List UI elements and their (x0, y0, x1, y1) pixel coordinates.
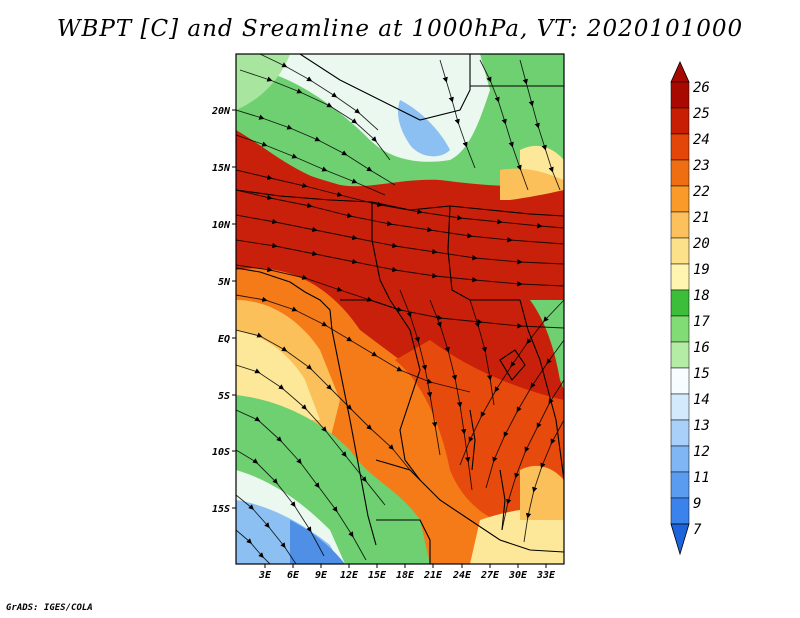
colorbar-label-12: 12 (693, 444, 710, 460)
streamline (519, 59, 561, 191)
colorbar-segment (670, 341, 690, 369)
colorbar-label-22: 22 (693, 184, 710, 200)
lon-label-27e: 27E (480, 570, 500, 581)
lat-label-10n: 10N (212, 220, 231, 231)
lon-label-30e: 30E (508, 570, 528, 581)
lat-label-5n: 5N (218, 277, 231, 288)
colorbar-label-25: 25 (693, 106, 710, 122)
country-borders (236, 54, 564, 564)
lake-victoria (499, 349, 526, 381)
streamline (236, 529, 271, 564)
grads-credit: GrADS: IGES/COLA (6, 603, 93, 613)
lat-label-5s: 5S (218, 391, 230, 402)
colorbar-segment (670, 393, 690, 421)
lon-label-3e: 3E (258, 570, 272, 581)
field-cream-southeast (470, 508, 564, 564)
colorbar-label-13: 13 (693, 418, 710, 434)
lon-label-12e: 12E (340, 570, 359, 581)
lat-label-15n: 15N (212, 163, 231, 174)
colorbar-label-23: 23 (693, 158, 710, 174)
border-central-1 (389, 299, 564, 553)
border-central-3 (371, 202, 391, 301)
lake-tanganyika (469, 409, 476, 471)
colorbar-label-21: 21 (693, 210, 710, 226)
colorbar-segment (670, 289, 690, 317)
colorbar-label-19: 19 (693, 262, 710, 278)
colorbar-bottom-triangle (670, 523, 690, 556)
lon-label-6e: 6E (287, 570, 300, 581)
field-tan-southeast (520, 465, 564, 520)
coastline-west (236, 267, 377, 546)
field-blue-north (398, 100, 450, 157)
streamlines (236, 54, 564, 564)
border-south-1 (375, 459, 421, 481)
colorbar-segment (670, 367, 690, 395)
lon-label-33e: 33E (536, 570, 556, 581)
colorbar-segment (670, 315, 690, 343)
field-green-east (530, 300, 564, 390)
colorbar-segment (670, 263, 690, 291)
colorbar-segment (670, 185, 690, 213)
lon-label-15e: 15E (368, 570, 387, 581)
lat-label-20n: 20N (211, 106, 231, 117)
plot-frame (235, 53, 565, 565)
colorbar-segment (670, 471, 690, 499)
colorbar-label-9: 9 (693, 496, 701, 512)
border-central-2 (340, 299, 401, 311)
lake-malawi (499, 469, 506, 531)
streamline (236, 134, 386, 196)
border-south-2 (376, 519, 431, 564)
colorbar-label-18: 18 (693, 288, 710, 304)
lat-label-15s: 15S (212, 504, 230, 515)
lat-label-10s: 10S (212, 447, 230, 458)
colorbar-segment (670, 81, 690, 109)
colorbar-label-11: 11 (693, 470, 710, 486)
border-sahel (236, 189, 564, 217)
colorbar-label-24: 24 (693, 132, 710, 148)
colorbar-segment (670, 211, 690, 239)
border-north (299, 54, 471, 121)
streamline (236, 449, 325, 557)
colorbar-segment (670, 445, 690, 473)
colorbar-segment (670, 159, 690, 187)
streamline (469, 299, 495, 406)
colorbar-label-26: 26 (693, 80, 710, 96)
colorbar-top-triangle (670, 61, 690, 83)
colorbar-label-7: 7 (693, 522, 702, 538)
wbpt-field (236, 54, 564, 564)
colorbar-segment (670, 107, 690, 135)
lon-label-24e: 24E (452, 570, 472, 581)
longitude-axis: 3E 6E 9E 12E 15E 18E 21E 24E 27E 30E 33E (258, 564, 556, 581)
streamline (523, 419, 564, 543)
lon-label-21e: 21E (423, 570, 443, 581)
lon-label-9e: 9E (315, 570, 328, 581)
lon-label-18e: 18E (396, 570, 415, 581)
colorbar: 26 25 24 23 22 21 20 19 18 17 16 15 14 1… (670, 61, 710, 556)
colorbar-segment (670, 133, 690, 161)
colorbar-segment (670, 497, 690, 525)
colorbar-label-17: 17 (693, 314, 710, 330)
latitude-axis: 20N 15N 10N 5N EQ 5S 10S 15S (211, 106, 236, 515)
streamline (479, 59, 529, 191)
map-title: WBPT [C] and Sreamline at 1000hPa, VT: 2… (56, 16, 744, 42)
border-central-4 (447, 205, 520, 301)
colorbar-label-16: 16 (693, 340, 710, 356)
colorbar-label-20: 20 (693, 236, 710, 252)
streamline (429, 299, 473, 491)
colorbar-label-14: 14 (693, 392, 710, 408)
colorbar-segment (670, 419, 690, 447)
border-east-1 (519, 299, 564, 481)
field-lightgreen-northwest (236, 54, 290, 110)
streamline (236, 494, 297, 564)
streamline (236, 109, 396, 186)
streamline (399, 289, 441, 456)
colorbar-label-15: 15 (693, 366, 710, 382)
colorbar-segment (670, 237, 690, 265)
lat-label-eq: EQ (218, 334, 230, 345)
